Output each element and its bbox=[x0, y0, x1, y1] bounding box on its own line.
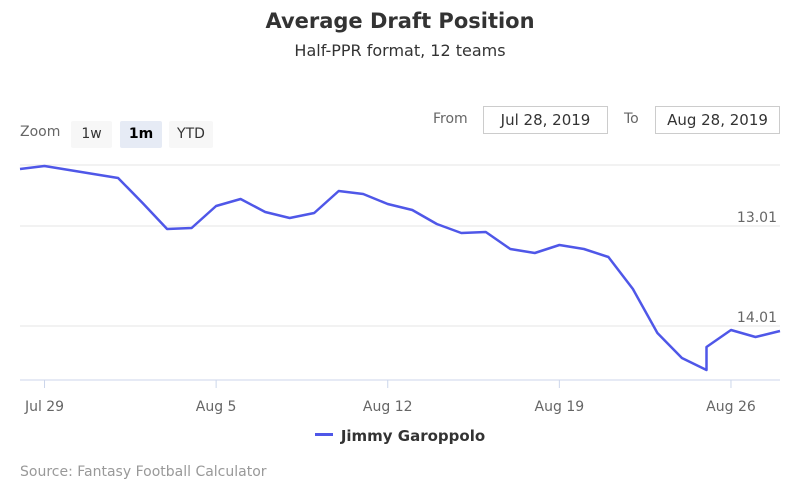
chart-title: Average Draft Position bbox=[265, 9, 535, 33]
zoom-label: Zoom bbox=[20, 124, 61, 140]
x-tick-label-1: Aug 5 bbox=[196, 399, 237, 415]
x-axis-ticks: Jul 29 Aug 5 Aug 12 Aug 19 Aug 26 bbox=[24, 380, 756, 415]
legend-item-jimmy-garoppolo[interactable]: Jimmy Garoppolo bbox=[340, 427, 486, 445]
y-gridlines bbox=[20, 164, 780, 327]
x-tick-label-0: Jul 29 bbox=[24, 399, 64, 415]
series-line-jimmy-garoppolo[interactable] bbox=[19, 164, 781, 372]
source-credit: Source: Fantasy Football Calculator bbox=[20, 464, 267, 480]
y-tick-label-1: 14.01 bbox=[737, 310, 777, 326]
range-from-input[interactable]: Jul 28, 2019 bbox=[483, 106, 608, 134]
chart-subtitle: Half-PPR format, 12 teams bbox=[294, 41, 506, 60]
range-to-label: To bbox=[624, 111, 639, 127]
legend[interactable]: Jimmy Garoppolo bbox=[0, 427, 800, 445]
x-tick-label-3: Aug 19 bbox=[535, 399, 585, 415]
zoom-1m-button[interactable]: 1m bbox=[120, 121, 162, 148]
x-tick-label-2: Aug 12 bbox=[363, 399, 413, 415]
y-tick-label-0: 13.01 bbox=[737, 210, 777, 226]
legend-line-marker bbox=[314, 433, 333, 436]
range-to-input[interactable]: Aug 28, 2019 bbox=[655, 106, 780, 134]
zoom-ytd-button[interactable]: YTD bbox=[169, 121, 213, 148]
zoom-1w-button[interactable]: 1w bbox=[71, 121, 112, 148]
range-from-label: From bbox=[433, 111, 468, 127]
x-tick-label-4: Aug 26 bbox=[706, 399, 756, 415]
y-axis-labels: 13.01 14.01 bbox=[737, 210, 777, 326]
